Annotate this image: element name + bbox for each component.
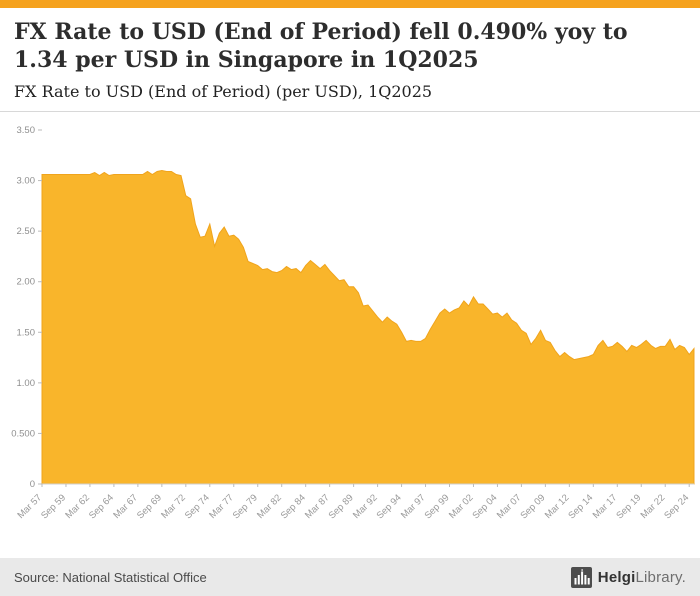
helgi-logo-icon (570, 566, 592, 588)
svg-text:Sep 99: Sep 99 (423, 493, 452, 522)
svg-text:2.50: 2.50 (17, 226, 36, 237)
svg-text:Mar 17: Mar 17 (591, 493, 620, 522)
svg-text:Mar 72: Mar 72 (159, 493, 188, 522)
svg-text:Mar 22: Mar 22 (639, 493, 668, 522)
footer-bar: Source: National Statistical Office Helg… (0, 558, 700, 596)
svg-text:Sep 84: Sep 84 (279, 493, 308, 522)
svg-text:Sep 69: Sep 69 (135, 493, 164, 522)
svg-text:Sep 59: Sep 59 (39, 493, 68, 522)
svg-text:Sep 64: Sep 64 (87, 493, 116, 522)
svg-text:Mar 77: Mar 77 (207, 493, 236, 522)
chart-area: 3.50 3.00 2.50 2.00 1.50 1.00 0.500 0 Mar 57 Sep … (0, 112, 700, 546)
svg-text:Mar 87: Mar 87 (303, 493, 332, 522)
chart-subtitle: FX Rate to USD (End of Period) (per USD)… (14, 82, 433, 102)
svg-text:1.50: 1.50 (17, 328, 36, 339)
svg-text:Sep 94: Sep 94 (375, 493, 404, 522)
svg-text:Mar 97: Mar 97 (399, 493, 428, 522)
helgi-library-logo[interactable]: HelgiLibrary. (570, 566, 686, 588)
svg-text:Mar 12: Mar 12 (543, 493, 572, 522)
svg-text:Mar 07: Mar 07 (495, 493, 524, 522)
svg-text:Sep 14: Sep 14 (566, 493, 595, 522)
brand-text: HelgiLibrary. (598, 569, 686, 586)
header: FX Rate to USD (End of Period) fell 0.49… (0, 8, 700, 101)
header-divider (0, 111, 700, 113)
svg-text:Mar 57: Mar 57 (15, 493, 44, 522)
svg-text:Sep 89: Sep 89 (327, 493, 356, 522)
source-text: Source: National Statistical Office (14, 569, 207, 585)
page-title: FX Rate to USD (End of Period) fell 0.49… (14, 19, 628, 74)
svg-text:2.00: 2.00 (17, 277, 36, 288)
svg-text:0.500: 0.500 (11, 429, 35, 440)
svg-text:0: 0 (30, 479, 35, 490)
svg-text:3.00: 3.00 (17, 176, 36, 187)
svg-text:Mar 92: Mar 92 (351, 493, 380, 522)
svg-text:Mar 62: Mar 62 (63, 493, 92, 522)
svg-text:Sep 24: Sep 24 (662, 493, 691, 522)
svg-text:1.00: 1.00 (17, 378, 36, 389)
svg-text:Mar 02: Mar 02 (447, 493, 476, 522)
svg-text:3.50: 3.50 (17, 125, 36, 136)
svg-text:Mar 82: Mar 82 (255, 493, 284, 522)
svg-text:Sep 74: Sep 74 (183, 493, 212, 522)
brand-library: Library. (635, 568, 686, 586)
brand-helgi: Helgi (597, 568, 636, 586)
svg-text:Mar 67: Mar 67 (111, 493, 140, 522)
accent-topbar (0, 0, 700, 8)
svg-text:Sep 09: Sep 09 (518, 493, 547, 522)
svg-text:Sep 19: Sep 19 (614, 493, 643, 522)
svg-text:Sep 04: Sep 04 (470, 493, 499, 522)
svg-text:Sep 79: Sep 79 (231, 493, 260, 522)
